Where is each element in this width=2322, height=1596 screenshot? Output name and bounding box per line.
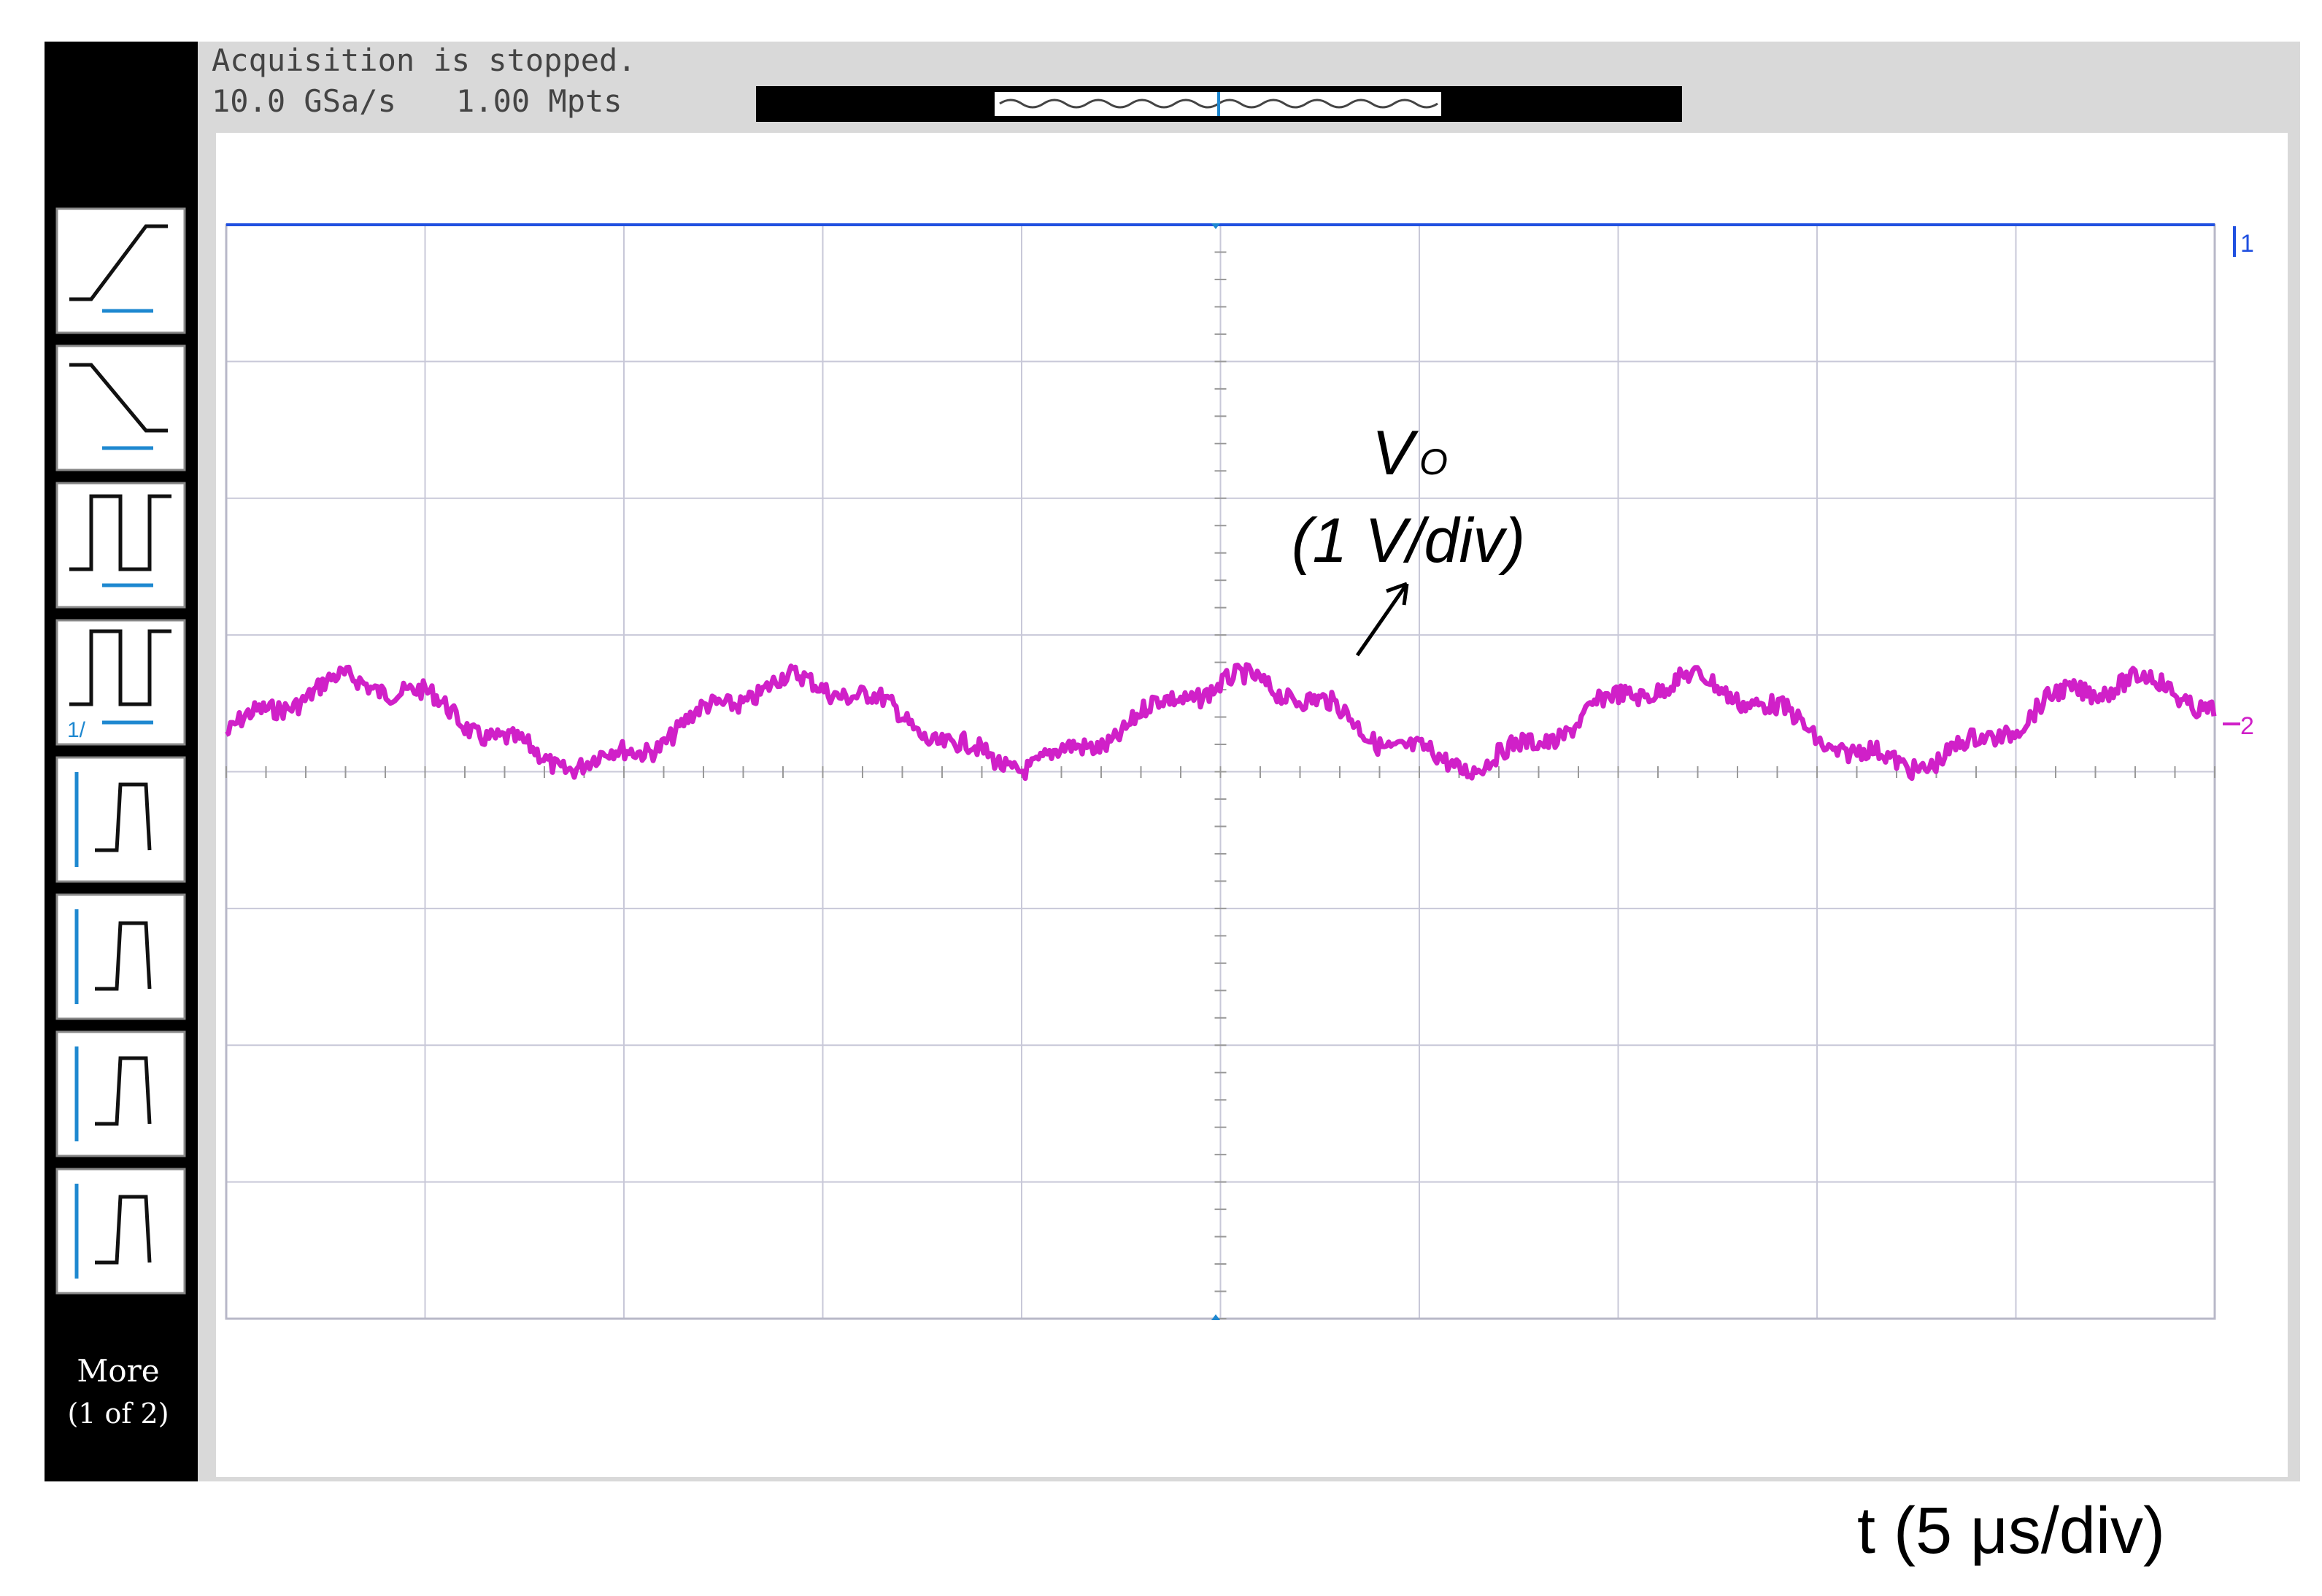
softkey-icon [95,921,152,991]
screen [216,133,2288,1477]
more-key[interactable]: More [77,1353,159,1389]
softkey-icon [95,782,152,852]
signal-label: V [1372,418,1419,488]
softkeys: 1/ [55,207,186,1295]
softkey-label: 1/ [67,718,86,742]
softkey-icon [69,629,171,706]
softkey-icon [69,494,171,571]
channel2-trace [225,662,2217,782]
status-text: Acquisition is stopped. [212,42,636,78]
signal-subscript: O [1419,442,1448,482]
annotation-arrow [1355,582,1409,657]
more-page: (1 of 2) [67,1398,169,1430]
sample-rate: 10.0 GSa/s [212,83,396,119]
softkey-icon [69,363,168,433]
scale-label: (1 V/div) [1292,506,1525,576]
channel2-marker: 2 [2240,712,2254,740]
channel1-marker: 1 [2240,230,2254,258]
softkey-icon [95,1195,152,1265]
time-scale: t (5 μs/div) [1857,1495,2165,1568]
softkey-icon [95,1056,152,1126]
softkey-icon [69,224,168,301]
memory-depth: 1.00 Mpts [456,83,622,119]
